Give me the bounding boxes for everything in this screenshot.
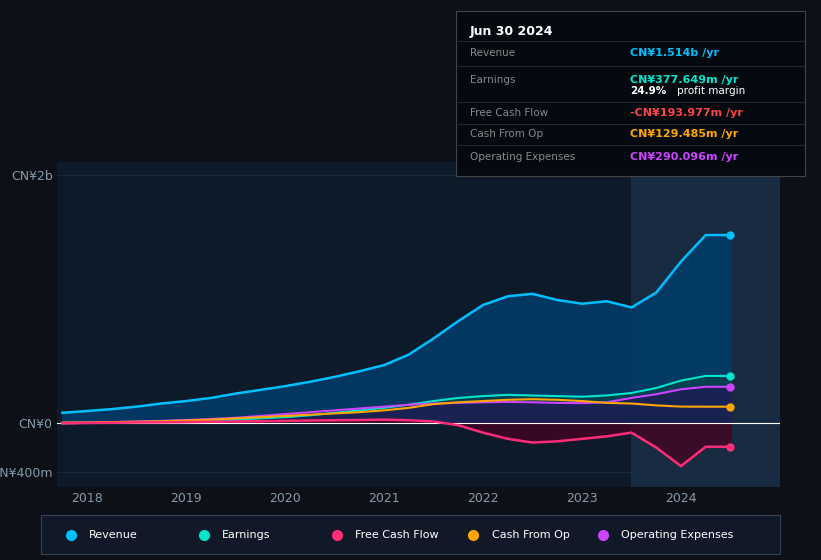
Text: Cash From Op: Cash From Op bbox=[492, 530, 570, 540]
Text: Revenue: Revenue bbox=[89, 530, 138, 540]
Text: Operating Expenses: Operating Expenses bbox=[621, 530, 733, 540]
Text: profit margin: profit margin bbox=[677, 86, 745, 96]
Text: CN¥377.649m /yr: CN¥377.649m /yr bbox=[631, 74, 739, 85]
Text: Revenue: Revenue bbox=[470, 48, 515, 58]
Text: Operating Expenses: Operating Expenses bbox=[470, 152, 575, 162]
Text: Free Cash Flow: Free Cash Flow bbox=[355, 530, 438, 540]
Text: CN¥290.096m /yr: CN¥290.096m /yr bbox=[631, 152, 738, 162]
Text: 24.9%: 24.9% bbox=[631, 86, 667, 96]
Text: Jun 30 2024: Jun 30 2024 bbox=[470, 25, 553, 38]
Bar bbox=[631, 162, 780, 487]
Text: CN¥129.485m /yr: CN¥129.485m /yr bbox=[631, 129, 738, 139]
Text: Earnings: Earnings bbox=[222, 530, 271, 540]
Text: -CN¥193.977m /yr: -CN¥193.977m /yr bbox=[631, 108, 743, 118]
Text: Cash From Op: Cash From Op bbox=[470, 129, 543, 139]
Text: Free Cash Flow: Free Cash Flow bbox=[470, 108, 548, 118]
Text: Earnings: Earnings bbox=[470, 74, 515, 85]
Text: CN¥1.514b /yr: CN¥1.514b /yr bbox=[631, 48, 719, 58]
